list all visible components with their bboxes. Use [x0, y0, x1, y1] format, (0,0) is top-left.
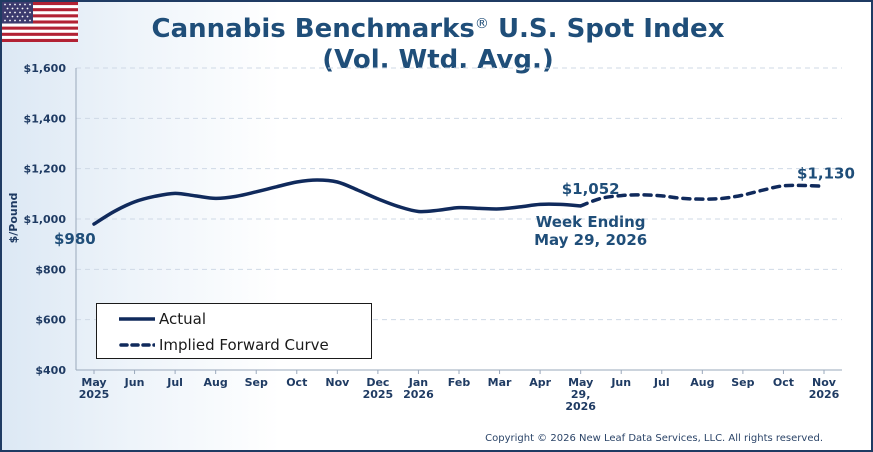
week-ending-label-line2: May 29, 2026	[534, 231, 647, 249]
x-tick-label: 2026	[809, 388, 840, 401]
x-tick-label: Sep	[245, 376, 268, 389]
x-tick-label: Nov	[812, 376, 837, 389]
data-label-end: $1,130	[797, 164, 855, 182]
x-tick-label: Aug	[690, 376, 714, 389]
data-label-last-actual: $1,052	[562, 180, 620, 198]
legend-label-actual: Actual	[159, 310, 206, 328]
data-label-start: $980	[54, 230, 96, 248]
legend-label-forward: Implied Forward Curve	[159, 336, 329, 354]
legend-item-actual: Actual	[97, 308, 206, 330]
x-tick-label: Apr	[529, 376, 551, 389]
legend-swatch-solid	[119, 317, 155, 321]
series-line-actual	[92, 178, 583, 226]
x-tick-label: 29,	[571, 388, 591, 401]
x-tick-label: Mar	[488, 376, 512, 389]
series-lines	[92, 178, 826, 226]
x-tick-label: Aug	[204, 376, 228, 389]
us-flag-icon	[2, 2, 78, 42]
x-tick-label: 2026	[565, 400, 596, 413]
x-tick-label: 2026	[403, 388, 434, 401]
x-tick-label: Jan	[408, 376, 428, 389]
y-tick-label: $800	[35, 263, 66, 276]
x-tick-label: Dec	[366, 376, 389, 389]
legend-swatch-dashed	[119, 343, 155, 347]
series-line-forward	[578, 183, 826, 208]
axes	[75, 68, 842, 374]
week-ending-label-line1: Week Ending	[536, 213, 646, 231]
x-tick-label: Jul	[166, 376, 183, 389]
y-tick-label: $1,600	[24, 62, 67, 75]
x-tick-label: May	[568, 376, 593, 389]
x-tick-label: Sep	[731, 376, 754, 389]
y-axis-label: $/Pound	[7, 193, 20, 244]
y-tick-label: $400	[35, 364, 66, 377]
copyright-notice: Copyright © 2026 New Leaf Data Services,…	[485, 433, 823, 444]
legend: Actual Implied Forward Curve	[96, 303, 372, 359]
y-tick-label: $1,200	[24, 163, 67, 176]
y-tick-label: $1,000	[24, 213, 67, 226]
legend-item-forward: Implied Forward Curve	[97, 334, 329, 356]
x-tick-label: Oct	[286, 376, 307, 389]
x-tick-label: Nov	[325, 376, 350, 389]
x-tick-label: 2025	[79, 388, 110, 401]
x-tick-label: Jul	[653, 376, 670, 389]
x-tick-label: Oct	[773, 376, 794, 389]
x-tick-label: Jun	[610, 376, 631, 389]
y-tick-label: $600	[35, 314, 66, 327]
y-tick-label: $1,400	[24, 112, 67, 125]
x-tick-label: 2025	[363, 388, 394, 401]
x-tick-label: May	[81, 376, 106, 389]
y-tick-labels: $400 $600 $800 $1,000 $1,200 $1,400 $1,600	[24, 62, 67, 377]
chart-title: Cannabis Benchmarks® U.S. Spot Index (Vo…	[151, 14, 725, 75]
x-tick-label: Jun	[124, 376, 145, 389]
x-tick-label: Feb	[448, 376, 471, 389]
